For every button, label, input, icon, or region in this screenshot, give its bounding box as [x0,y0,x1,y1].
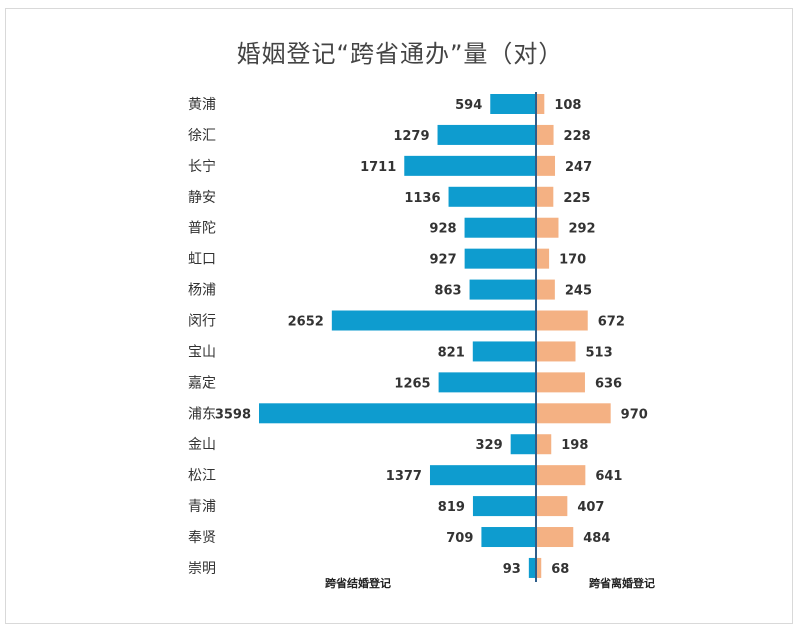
value-label-right: 970 [621,407,648,422]
value-label-right: 292 [568,222,595,237]
value-label-right: 636 [595,376,622,391]
value-label-left: 819 [438,500,465,515]
bar-right-14 [536,527,574,548]
bar-right-2 [536,155,556,176]
legend-right: 跨省离婚登记 [589,576,655,590]
bar-right-8 [536,341,576,362]
category-label: 普陀 [188,221,216,237]
category-label: 闵行 [188,314,216,330]
value-label-left: 1377 [386,469,422,484]
bar-left-14 [481,527,536,548]
bar-left-8 [472,341,536,362]
bar-right-6 [536,279,555,300]
value-label-right: 245 [565,284,592,299]
value-label-left: 2652 [288,315,324,330]
category-label: 浦东 [188,406,216,422]
category-label: 静安 [188,190,216,206]
category-label: 奉贤 [188,530,216,546]
category-label: 虹口 [188,252,216,268]
bar-left-0 [490,94,536,114]
bar-left-11 [510,434,536,455]
value-label-left: 1265 [394,376,430,391]
bar-right-13 [536,496,568,517]
category-label: 金山 [188,437,216,453]
value-label-left: 928 [429,222,456,237]
category-label: 杨浦 [188,283,216,299]
bar-left-12 [429,465,536,486]
category-label: 徐汇 [188,128,216,144]
value-label-right: 672 [598,315,625,330]
value-label-left: 1136 [404,191,440,206]
bar-left-10 [259,403,536,424]
value-label-left: 863 [434,284,461,299]
bar-left-4 [464,217,536,238]
value-label-right: 407 [577,500,604,515]
legend-left: 跨省结婚登记 [325,576,391,590]
chart-title: 婚姻登记“跨省通办”量（对） [236,40,564,68]
chart-frame [5,8,793,624]
bar-left-13 [472,496,536,517]
bar-right-1 [536,124,554,145]
value-label-right: 228 [564,129,591,144]
bar-left-1 [437,124,536,145]
category-label: 嘉定 [188,375,216,391]
category-label: 崇明 [188,561,216,577]
bar-left-2 [404,155,536,176]
value-label-right: 170 [559,253,586,268]
bar-left-7 [331,310,536,331]
value-label-right: 198 [561,438,588,453]
bar-right-4 [536,217,559,238]
bar-right-11 [536,434,552,455]
value-label-left: 709 [446,531,473,546]
category-label: 青浦 [188,499,216,515]
category-label: 长宁 [188,158,216,175]
bar-right-5 [536,248,550,269]
bar-right-3 [536,186,554,207]
bar-right-7 [536,310,588,331]
value-label-right: 484 [583,531,610,546]
value-label-left: 1711 [360,160,396,175]
value-label-right: 513 [585,345,612,360]
value-label-left: 927 [429,253,456,268]
value-label-right: 247 [565,160,592,175]
bar-right-9 [536,372,585,393]
bar-left-9 [438,372,536,393]
category-label: 黄浦 [188,96,216,113]
bar-right-15 [536,557,542,578]
value-label-left: 3598 [215,407,251,422]
value-label-left: 594 [455,98,482,113]
value-label-right: 68 [551,562,569,577]
value-label-right: 108 [554,98,581,113]
bar-right-0 [536,94,545,114]
bar-right-12 [536,465,586,486]
category-label: 松江 [188,468,216,484]
bar-left-5 [464,248,536,269]
category-label: 宝山 [188,344,216,360]
bar-right-10 [536,403,611,424]
value-label-left: 93 [503,562,521,577]
value-label-left: 329 [476,438,503,453]
value-label-left: 821 [438,345,465,360]
value-label-right: 641 [595,469,622,484]
bar-left-3 [448,186,536,207]
value-label-right: 225 [563,191,590,206]
bar-left-15 [528,557,536,578]
value-label-left: 1279 [393,129,429,144]
bar-left-6 [469,279,536,300]
